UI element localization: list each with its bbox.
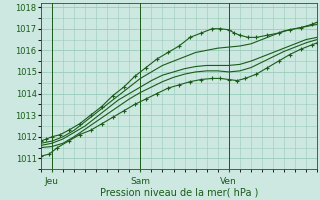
X-axis label: Pression niveau de la mer( hPa ): Pression niveau de la mer( hPa )	[100, 187, 258, 197]
